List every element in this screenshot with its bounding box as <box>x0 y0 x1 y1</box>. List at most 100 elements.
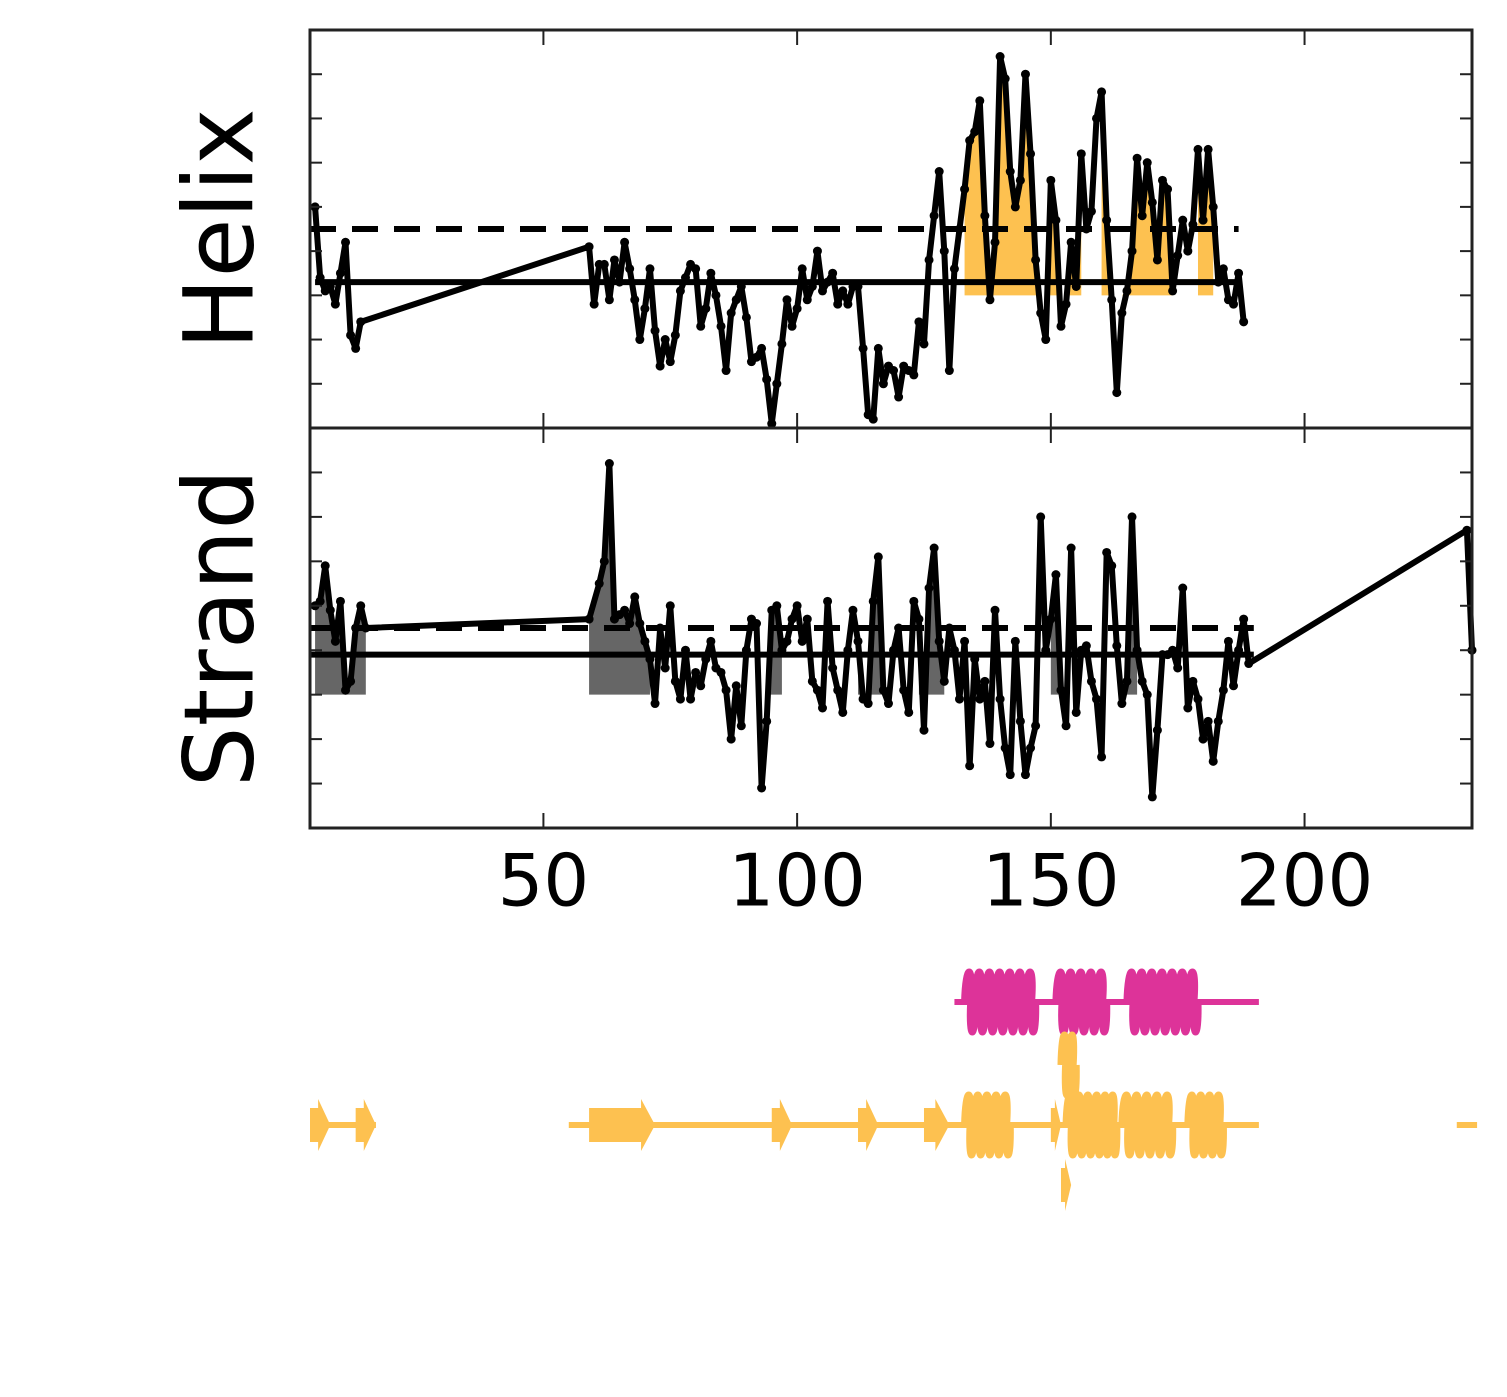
point <box>985 295 995 305</box>
strand-arrow <box>1050 1099 1061 1151</box>
y-axis-label: Strand <box>163 469 275 788</box>
point <box>1203 144 1213 154</box>
point <box>949 645 959 655</box>
point <box>772 379 782 389</box>
point <box>696 681 706 691</box>
point <box>1239 614 1249 624</box>
point <box>325 605 335 615</box>
point <box>599 556 609 566</box>
point <box>1168 286 1178 296</box>
point <box>853 281 863 291</box>
point <box>315 273 325 283</box>
point <box>1046 614 1056 624</box>
point <box>1188 676 1198 686</box>
point <box>1005 770 1015 780</box>
point <box>1152 255 1162 265</box>
point <box>1020 69 1030 79</box>
point <box>1127 512 1137 522</box>
point <box>833 685 843 695</box>
point <box>1036 308 1046 318</box>
point <box>670 676 680 686</box>
point <box>1132 645 1142 655</box>
point <box>889 366 899 376</box>
point <box>823 596 833 606</box>
x-tick-label: 150 <box>982 839 1119 923</box>
strand-arrow <box>310 1099 331 1151</box>
point <box>1107 295 1117 305</box>
strand-arrow <box>858 1099 879 1151</box>
point <box>1193 694 1203 704</box>
point <box>914 317 924 327</box>
point <box>1071 707 1081 717</box>
point <box>1112 388 1122 398</box>
point <box>1462 525 1472 535</box>
point <box>1015 716 1025 726</box>
point <box>1229 299 1239 309</box>
point <box>980 211 990 221</box>
point <box>807 281 817 291</box>
point <box>1056 685 1066 695</box>
point <box>1000 743 1010 753</box>
point <box>767 419 777 429</box>
point <box>335 268 345 278</box>
strand-arrow <box>923 1099 950 1151</box>
point <box>1213 277 1223 287</box>
point <box>665 357 675 367</box>
point <box>1168 645 1178 655</box>
point <box>990 237 1000 247</box>
point <box>711 290 721 300</box>
point <box>680 645 690 655</box>
point <box>615 277 625 287</box>
point <box>772 601 782 611</box>
point <box>990 605 1000 615</box>
point <box>868 596 878 606</box>
point <box>1005 167 1015 177</box>
point <box>863 699 873 709</box>
point <box>1173 663 1183 673</box>
point <box>838 707 848 717</box>
point <box>812 246 822 256</box>
point <box>817 286 827 296</box>
helix-coil <box>961 1091 1014 1159</box>
point <box>1056 321 1066 331</box>
point <box>1061 721 1071 731</box>
point <box>1066 543 1076 553</box>
point <box>878 379 888 389</box>
point <box>853 636 863 646</box>
point <box>848 605 858 615</box>
point <box>965 761 975 771</box>
point <box>817 703 827 713</box>
point <box>1132 153 1142 163</box>
helix-coil <box>961 968 1040 1036</box>
x-tick-label: 100 <box>728 839 865 923</box>
point <box>924 255 934 265</box>
point <box>341 685 351 695</box>
point <box>620 605 630 615</box>
point <box>1107 561 1117 571</box>
point <box>970 127 980 137</box>
point <box>620 237 630 247</box>
point <box>843 299 853 309</box>
point <box>1127 246 1137 256</box>
point <box>970 654 980 664</box>
point <box>731 681 741 691</box>
point <box>356 601 366 611</box>
point <box>736 721 746 731</box>
point <box>1000 74 1010 84</box>
point <box>1147 197 1157 207</box>
point <box>909 596 919 606</box>
point <box>828 663 838 673</box>
point <box>1244 659 1254 669</box>
point <box>635 335 645 345</box>
point <box>1157 175 1167 185</box>
point <box>939 676 949 686</box>
point <box>625 264 635 274</box>
point <box>726 308 736 318</box>
point <box>828 268 838 278</box>
point <box>630 592 640 602</box>
point <box>975 694 985 704</box>
point <box>787 321 797 331</box>
strand-arrow <box>1060 1159 1072 1211</box>
point <box>645 264 655 274</box>
point <box>675 694 685 704</box>
